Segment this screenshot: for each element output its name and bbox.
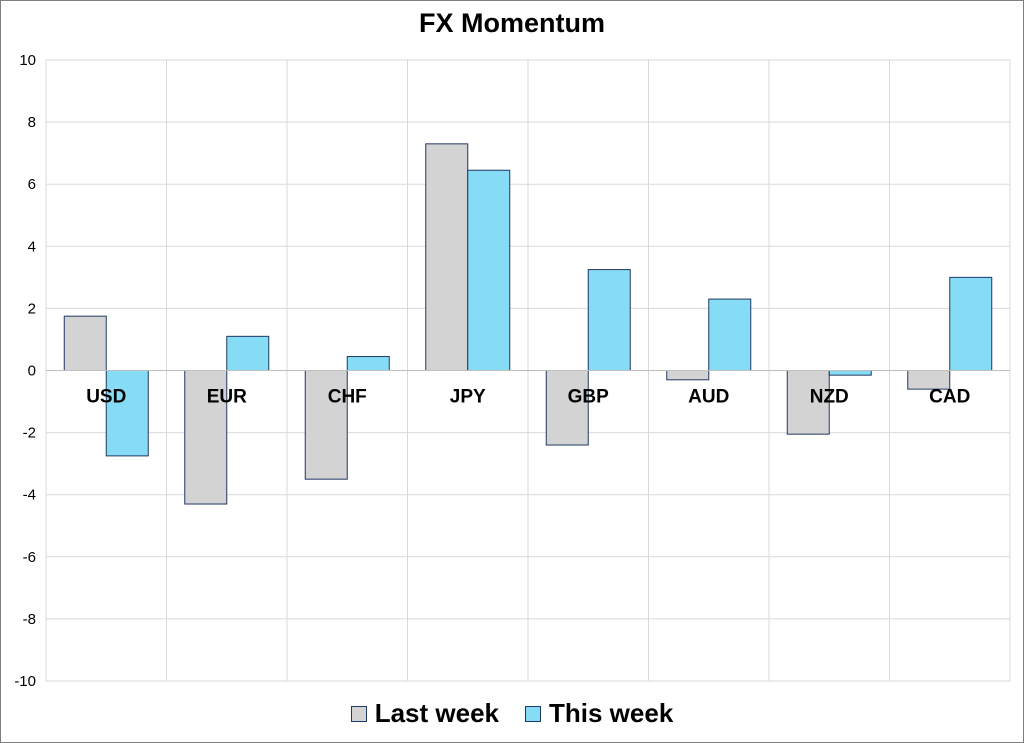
bar-last-week-nzd: [786, 370, 830, 435]
y-tick-label: 4: [28, 238, 36, 255]
y-tick-label: -2: [23, 425, 36, 442]
y-tick-label: 10: [19, 52, 36, 69]
category-label: CAD: [929, 387, 970, 408]
bar-this-week-cad: [949, 276, 993, 372]
legend-item-last-week: Last week: [350, 698, 499, 729]
bar-this-week-usd: [105, 370, 149, 457]
bar-this-week-aud: [708, 298, 752, 371]
bars: [46, 143, 1010, 505]
category-label: AUD: [688, 387, 729, 408]
chart-title: FX Momentum: [419, 8, 605, 38]
bar-this-week-jpy: [467, 169, 511, 371]
bar-this-week-chf: [346, 356, 390, 371]
category-label: CHF: [328, 387, 367, 408]
legend-swatch-this-week: [525, 705, 541, 722]
bar-last-week-gbp: [545, 370, 589, 446]
category-label: USD: [86, 387, 126, 408]
y-tick-label: -10: [14, 673, 36, 690]
bar-last-week-usd: [63, 315, 107, 372]
y-axis-ticks: 10 8 6 4 2 0 -2 -4 -6 -8 -10: [14, 52, 36, 690]
y-tick-label: -6: [23, 549, 36, 566]
bar-last-week-eur: [184, 370, 228, 505]
y-tick-label: 6: [28, 176, 36, 193]
bar-last-week-jpy: [425, 143, 469, 371]
category-label: EUR: [207, 387, 247, 408]
bar-last-week-aud: [666, 370, 710, 381]
bar-this-week-eur: [226, 335, 270, 371]
bar-this-week-nzd: [828, 370, 872, 376]
bar-last-week-chf: [304, 370, 348, 480]
y-tick-label: 2: [28, 300, 36, 317]
y-tick-label: 8: [28, 114, 36, 131]
bar-this-week-gbp: [587, 269, 631, 371]
legend-swatch-last-week: [350, 705, 367, 722]
legend-label-this-week: This week: [549, 698, 674, 728]
y-tick-label: 0: [28, 363, 36, 380]
category-label: JPY: [450, 387, 486, 408]
category-label: NZD: [810, 387, 849, 408]
legend-label-last-week: Last week: [374, 698, 499, 728]
legend: Last week This week: [0, 698, 1024, 729]
y-tick-label: -4: [23, 487, 36, 504]
category-labels: USD EUR CHF JPY GBP AUD NZD CAD: [86, 387, 970, 408]
y-tick-label: -8: [23, 611, 36, 628]
category-label: GBP: [568, 387, 610, 408]
legend-item-this-week: This week: [525, 698, 673, 729]
